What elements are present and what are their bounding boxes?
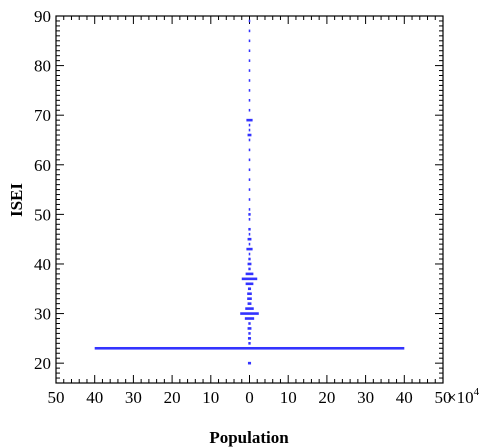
isei-bar (248, 59, 251, 62)
isei-bar (247, 297, 252, 300)
isei-bar (248, 158, 251, 162)
isei-bar (241, 277, 258, 281)
y-tick-label: 70 (34, 106, 51, 125)
x-tick-label: 20 (318, 388, 335, 407)
isei-bar (246, 118, 253, 122)
isei-bar (247, 287, 252, 291)
isei-bar (248, 29, 251, 33)
isei-bar (248, 138, 251, 142)
isei-bars (94, 19, 405, 365)
y-axis-title: ISEI (7, 183, 26, 217)
isei-bar (240, 312, 259, 315)
x-tick-label: 10 (202, 388, 219, 407)
x-tick-label: 10 (280, 388, 297, 407)
x-tick-label: 30 (357, 388, 374, 407)
isei-bar (94, 346, 405, 350)
isei-bar (248, 257, 251, 261)
y-tick-label: 90 (34, 7, 51, 26)
isei-bar (248, 128, 251, 132)
isei-bar (247, 237, 252, 241)
y-tick-label: 50 (34, 205, 51, 224)
isei-bar (248, 232, 251, 236)
isei-bar (247, 327, 252, 330)
isei-bar (248, 267, 251, 271)
isei-bar (248, 218, 251, 221)
isei-bar (246, 247, 253, 251)
isei-bar (248, 213, 251, 216)
x-tick-label: 20 (164, 388, 181, 407)
isei-bar (247, 292, 252, 296)
isei-bar (248, 148, 251, 152)
y-tick-label: 40 (34, 255, 51, 274)
isei-bar (244, 317, 255, 320)
x-tick-label: 50 (48, 388, 65, 407)
isei-bar (248, 108, 251, 112)
x-tick-label: 0 (245, 388, 254, 407)
isei-bar (248, 208, 251, 211)
isei-bar (248, 49, 251, 53)
isei-bar (248, 19, 251, 23)
isei-bar (247, 361, 252, 365)
y-tick-label: 30 (34, 305, 51, 324)
isei-bar (248, 188, 251, 191)
isei-bar (248, 123, 251, 127)
isei-bar (245, 307, 254, 310)
x-axis-multiplier: ×104 (447, 386, 480, 407)
isei-bar (248, 178, 251, 181)
isei-bar (248, 252, 251, 256)
x-axis-ticks: 50 40 30 20 10 0 10 20 30 40 50 (48, 16, 452, 407)
isei-bar (248, 39, 251, 43)
isei-bar (245, 282, 254, 286)
x-tick-label: 40 (396, 388, 413, 407)
isei-bar (245, 272, 254, 276)
x-tick-label: 50 (435, 388, 452, 407)
x-axis-title: Population (209, 428, 289, 447)
isei-bar (247, 337, 252, 340)
isei-bar (248, 79, 251, 82)
y-tick-label: 20 (34, 354, 51, 373)
isei-bar (248, 227, 251, 231)
isei-bar (247, 262, 252, 266)
isei-bar (248, 99, 251, 102)
y-axis-ticks: 20 30 40 50 60 70 80 90 (34, 7, 443, 384)
isei-bar (247, 302, 252, 305)
y-tick-label: 60 (34, 156, 51, 175)
isei-bar (248, 242, 251, 246)
isei-bar (248, 69, 251, 72)
isei-bar (248, 198, 251, 201)
isei-bar (247, 133, 252, 137)
isei-bar (248, 168, 251, 172)
y-tick-label: 80 (34, 57, 51, 76)
isei-bar (248, 332, 251, 335)
x-axis-multiplier-base: ×10 (447, 388, 474, 407)
x-tick-label: 40 (86, 388, 103, 407)
isei-bar (248, 322, 251, 325)
isei-bar (248, 342, 251, 345)
x-tick-label: 30 (125, 388, 142, 407)
isei-bar (248, 89, 251, 92)
x-axis-multiplier-exponent: 4 (474, 386, 480, 398)
